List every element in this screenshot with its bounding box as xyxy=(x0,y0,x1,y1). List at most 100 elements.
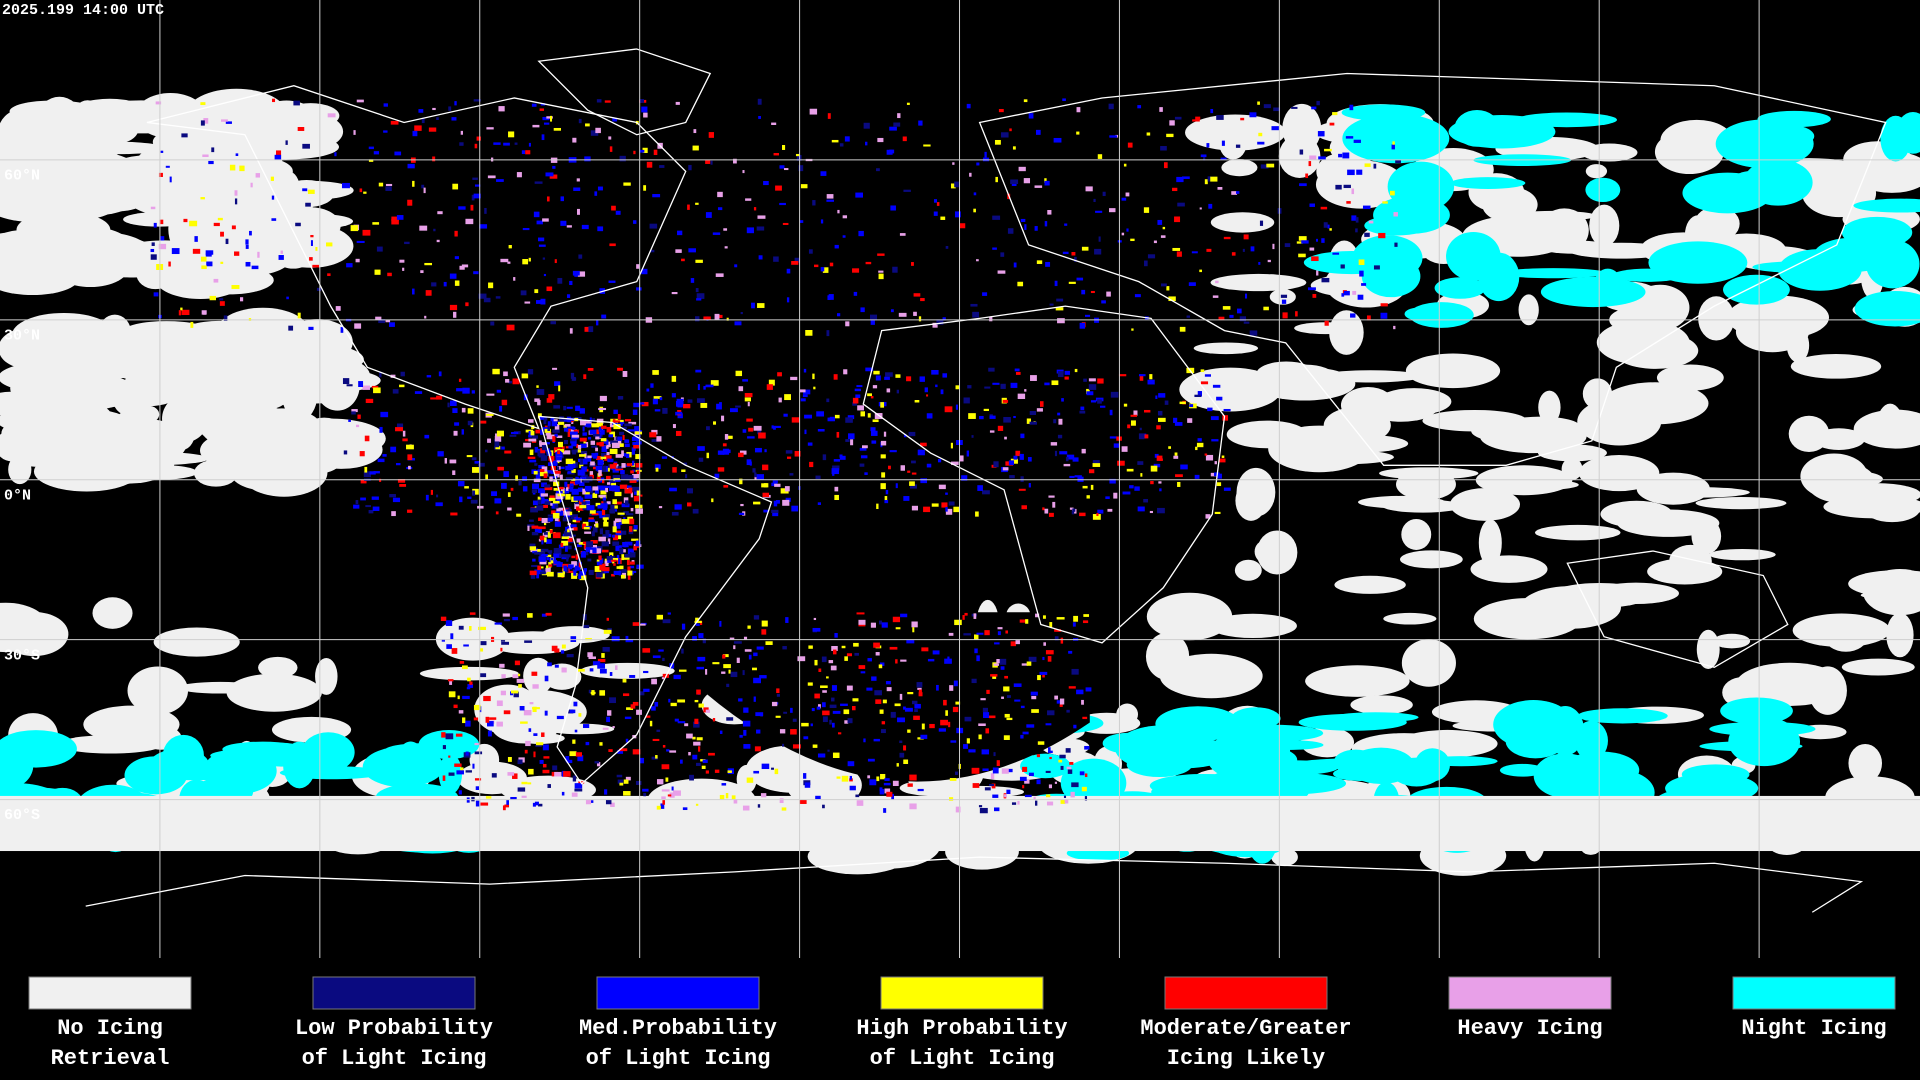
icing-speck xyxy=(1298,236,1307,241)
icing-speck xyxy=(528,142,531,147)
africa xyxy=(863,306,1224,643)
cloud xyxy=(1482,186,1538,223)
greenland xyxy=(539,49,710,135)
icing-speck xyxy=(552,500,560,504)
icing-speck xyxy=(540,548,549,552)
icing-speck xyxy=(622,542,629,548)
icing-speck xyxy=(740,503,744,507)
icing-speck xyxy=(1042,674,1045,678)
icing-speck xyxy=(598,536,606,542)
icing-speck xyxy=(909,481,915,486)
icing-speck xyxy=(875,375,881,381)
icing-speck xyxy=(327,273,331,277)
icing-speck xyxy=(614,479,621,482)
icing-speck xyxy=(800,398,806,402)
cloud xyxy=(92,597,133,629)
icing-speck xyxy=(473,193,481,199)
icing-speck xyxy=(563,530,572,537)
icing-speck xyxy=(613,501,622,505)
icing-speck xyxy=(762,464,769,471)
icing-speck xyxy=(844,656,848,661)
latitude-label: 30°S xyxy=(4,647,40,664)
icing-speck xyxy=(804,782,811,788)
icing-speck xyxy=(799,799,807,804)
icing-speck xyxy=(1203,157,1206,161)
icing-speck xyxy=(441,732,446,738)
icing-speck xyxy=(884,496,888,501)
icing-speck xyxy=(576,668,585,672)
icing-speck xyxy=(563,771,571,777)
icing-speck xyxy=(556,508,561,512)
icing-speck xyxy=(634,426,639,431)
icing-speck xyxy=(1083,614,1090,617)
icing-speck xyxy=(437,451,444,457)
icing-speck xyxy=(368,510,374,514)
icing-speck xyxy=(1311,106,1317,110)
icing-speck xyxy=(430,397,438,400)
cloud xyxy=(1329,310,1364,355)
icing-speck xyxy=(530,507,538,513)
icing-speck xyxy=(950,442,953,449)
icing-speck xyxy=(495,445,501,450)
icing-speck xyxy=(890,711,896,718)
icing-speck xyxy=(978,805,983,808)
icing-speck xyxy=(771,425,774,429)
icing-speck xyxy=(1045,650,1054,655)
icing-speck xyxy=(955,806,961,813)
icing-speck xyxy=(574,480,579,485)
icing-speck xyxy=(797,656,806,662)
icing-speck xyxy=(920,734,928,739)
icing-speck xyxy=(602,517,609,520)
cloud xyxy=(1540,276,1646,308)
cloud xyxy=(514,732,565,744)
icing-speck xyxy=(811,708,815,712)
icing-speck xyxy=(731,795,736,800)
icing-speck xyxy=(1216,482,1222,487)
icing-speck xyxy=(652,655,661,659)
icing-speck xyxy=(594,566,602,572)
cloud xyxy=(21,188,70,218)
icing-speck xyxy=(626,707,634,710)
icing-speck xyxy=(293,100,300,106)
icing-speck xyxy=(599,515,606,519)
icing-speck xyxy=(992,382,1000,385)
icing-speck xyxy=(527,369,534,375)
icing-speck xyxy=(437,211,443,215)
icing-speck xyxy=(478,293,487,299)
cloud xyxy=(98,314,131,350)
icing-speck xyxy=(1006,789,1011,795)
icing-speck xyxy=(623,497,629,503)
icing-speck xyxy=(1394,242,1398,247)
icing-speck xyxy=(516,172,522,178)
icing-speck xyxy=(1299,149,1304,155)
cloud xyxy=(395,741,426,789)
icing-speck xyxy=(590,540,598,544)
icing-speck xyxy=(609,485,616,491)
icing-speck xyxy=(480,802,489,806)
icing-speck xyxy=(722,443,727,447)
icing-speck xyxy=(1356,169,1363,175)
icing-speck xyxy=(452,470,456,475)
icing-speck xyxy=(582,541,587,544)
icing-speck xyxy=(619,431,624,436)
icing-speck xyxy=(543,273,547,277)
cloud xyxy=(1332,712,1419,723)
cloud xyxy=(1585,164,1608,179)
icing-speck xyxy=(540,497,545,501)
icing-speck xyxy=(537,548,544,552)
icing-speck xyxy=(1001,768,1009,774)
icing-speck xyxy=(461,407,466,413)
icing-speck xyxy=(1123,163,1127,167)
icing-speck xyxy=(687,204,690,210)
icing-speck xyxy=(660,803,665,809)
icing-speck xyxy=(845,417,853,423)
icing-speck xyxy=(547,531,551,538)
icing-speck xyxy=(1143,409,1151,413)
icing-speck xyxy=(1196,442,1204,448)
icing-speck xyxy=(576,178,580,182)
icing-speck xyxy=(693,721,700,728)
icing-speck xyxy=(485,449,488,453)
icing-speck xyxy=(1049,303,1054,306)
icing-speck xyxy=(622,434,625,441)
icing-speck xyxy=(560,196,565,202)
